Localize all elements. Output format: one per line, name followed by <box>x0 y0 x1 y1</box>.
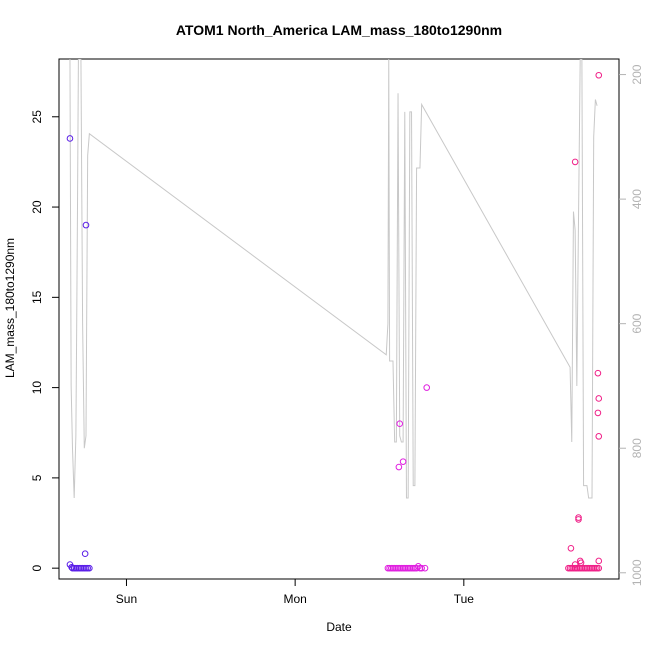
data-point <box>399 458 407 465</box>
data-point <box>577 559 585 567</box>
data-point <box>413 564 420 572</box>
series-layer <box>66 59 603 572</box>
data-point <box>571 158 579 166</box>
x-axis-label: Date <box>326 620 352 634</box>
data-point <box>81 550 89 558</box>
plot-area <box>58 58 620 580</box>
data-point <box>66 135 74 142</box>
data-point <box>575 516 582 523</box>
y2-tick-label: 1000 <box>630 559 644 586</box>
data-point <box>571 561 579 568</box>
y2-tick-label: 600 <box>630 313 644 333</box>
y-axis-right: 200 400 600 800 1000 <box>619 64 644 586</box>
chart-title: ATOM1 North_America LAM_mass_180to1290nm <box>176 22 502 38</box>
data-point <box>421 564 429 572</box>
data-point <box>82 221 90 229</box>
data-point <box>595 557 603 565</box>
plot-border <box>58 58 620 580</box>
data-point <box>86 564 93 572</box>
data-point <box>595 395 603 402</box>
data-point <box>595 564 603 572</box>
x-tick-label: Sun <box>116 592 137 606</box>
y-tick-label: 10 <box>30 381 44 395</box>
y-axis-left: 0 5 10 15 20 25 <box>30 110 59 572</box>
y-axis-label: LAM_mass_180to1290nm <box>3 238 17 378</box>
data-point <box>594 409 602 417</box>
series-line-3 <box>69 59 598 499</box>
x-tick-label: Mon <box>283 592 306 606</box>
data-point <box>595 433 603 440</box>
data-point <box>418 564 425 572</box>
y-tick-label: 0 <box>30 565 44 572</box>
data-point <box>423 384 431 391</box>
y-tick-label: 15 <box>30 290 44 304</box>
x-axis: Sun Mon Tue <box>116 579 474 606</box>
y-tick-label: 5 <box>30 474 44 481</box>
x-tick-label: Tue <box>454 592 475 606</box>
y2-tick-label: 200 <box>630 64 644 84</box>
data-point <box>575 514 582 521</box>
data-point <box>395 463 403 471</box>
y2-tick-label: 800 <box>630 438 644 458</box>
data-point <box>595 71 603 79</box>
y2-tick-label: 400 <box>630 189 644 209</box>
data-point <box>414 563 422 570</box>
y-tick-label: 20 <box>30 200 44 214</box>
data-point <box>567 545 575 552</box>
data-point <box>396 420 404 428</box>
y-tick-label: 25 <box>30 110 44 124</box>
data-point <box>594 369 602 377</box>
